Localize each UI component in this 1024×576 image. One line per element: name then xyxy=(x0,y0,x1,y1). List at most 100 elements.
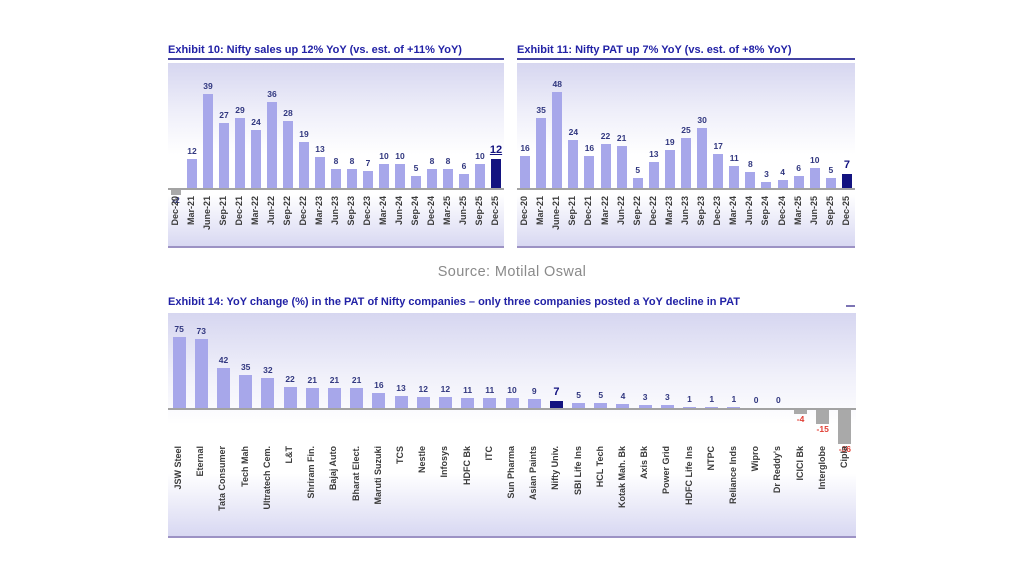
bar xyxy=(816,410,830,424)
x-axis-label: Infosys xyxy=(439,446,450,478)
bar xyxy=(697,128,708,188)
value-label: 27 xyxy=(219,110,229,120)
value-label: 10 xyxy=(507,385,517,395)
bar xyxy=(261,378,275,408)
value-label: 13 xyxy=(649,149,659,159)
x-axis-label: Asian Paints xyxy=(528,446,539,501)
x-axis-label: Dec-25 xyxy=(840,196,851,226)
value-label: 39 xyxy=(203,81,213,91)
bar xyxy=(520,156,531,188)
bar xyxy=(171,190,181,195)
bar xyxy=(239,375,253,408)
exhibit-11-plot: 16 Dec-20 35 Mar-21 48 June-21 24 Sep-21 16 Dec-2… xyxy=(517,63,855,248)
value-label: 1 xyxy=(731,394,737,404)
value-label: 3 xyxy=(764,169,769,179)
value-label: 1 xyxy=(687,394,692,404)
x-axis-label: Mar-21 xyxy=(186,196,196,226)
bar xyxy=(838,410,852,444)
value-label: 3 xyxy=(664,392,670,402)
bar xyxy=(219,123,229,188)
x-axis-label: Mar-25 xyxy=(792,196,803,226)
x-axis-label: Mar-23 xyxy=(314,196,324,226)
x-axis-label: Dec-20 xyxy=(519,196,530,226)
value-label: 24 xyxy=(568,127,579,137)
x-axis-label: Reliance Inds xyxy=(727,446,738,505)
x-axis-label: Dec-25 xyxy=(490,196,500,226)
bar xyxy=(411,176,421,188)
x-axis-label: Sep-21 xyxy=(567,196,578,226)
x-axis-label: Dr Reddy's xyxy=(772,446,783,494)
x-axis-label: Shriram Fin. xyxy=(306,446,317,499)
x-axis-label: June-21 xyxy=(551,196,562,231)
x-axis-label: Jun-25 xyxy=(808,196,819,226)
x-axis-label: Dec-20 xyxy=(170,196,180,226)
bar xyxy=(505,398,519,408)
exhibit-10-chart: Exhibit 10: Nifty sales up 12% YoY (vs. … xyxy=(168,44,504,248)
value-label: 8 xyxy=(429,156,435,166)
bar xyxy=(568,140,579,188)
x-axis-label: Mar-24 xyxy=(728,196,739,226)
x-axis-label: Sep-25 xyxy=(824,196,835,226)
value-label: 1 xyxy=(709,394,715,404)
bar xyxy=(761,182,772,188)
x-axis-label: JSW Steel xyxy=(173,446,184,490)
x-axis-label: HCL Tech xyxy=(594,446,605,488)
exhibit-10-plot: -2 Dec-20 12 Mar-21 39 June-21 27 Sep-21 29 Dec-2… xyxy=(168,63,504,248)
value-label: 12 xyxy=(440,384,451,394)
bar xyxy=(315,157,325,188)
bar xyxy=(584,156,595,188)
value-label: 13 xyxy=(315,144,325,154)
value-label: -2 xyxy=(172,195,180,205)
bar xyxy=(251,130,261,188)
bar xyxy=(235,118,245,188)
x-axis-label: Mar-25 xyxy=(442,196,452,226)
bar xyxy=(794,410,808,414)
bar xyxy=(172,337,186,408)
value-label: 16 xyxy=(584,143,595,153)
value-label: 6 xyxy=(461,161,467,171)
x-axis-label: HDFC Life Ins xyxy=(683,446,694,506)
x-axis-label: Nestle xyxy=(417,446,428,474)
x-axis-label: Jun-25 xyxy=(458,196,468,226)
value-label: 12 xyxy=(418,384,428,394)
value-label: 10 xyxy=(379,151,389,161)
value-label: 10 xyxy=(395,151,405,161)
value-label: 12 xyxy=(489,144,503,156)
value-label: 22 xyxy=(285,374,295,384)
value-label: 75 xyxy=(174,324,184,334)
bar xyxy=(536,118,547,188)
value-label: 42 xyxy=(218,355,229,365)
bar xyxy=(841,174,852,188)
x-axis-label: Mar-22 xyxy=(250,196,260,226)
x-axis-label: ITC xyxy=(483,446,494,461)
bar xyxy=(299,142,309,188)
x-axis-label: Jun-23 xyxy=(330,196,340,226)
exhibit-14-chart: Exhibit 14: YoY change (%) in the PAT of… xyxy=(168,296,856,538)
value-label: 7 xyxy=(365,158,371,168)
value-label: 13 xyxy=(396,383,406,393)
x-axis-label: Jun-24 xyxy=(744,196,755,226)
bar xyxy=(549,401,563,408)
x-axis-label: Dec-24 xyxy=(426,196,436,226)
value-label: 9 xyxy=(531,386,537,396)
bar xyxy=(616,146,627,188)
value-label: 7 xyxy=(553,386,560,398)
x-axis-label: Eternal xyxy=(195,446,206,477)
value-label: 8 xyxy=(445,156,451,166)
exhibit-11-chart: Exhibit 11: Nifty PAT up 7% YoY (vs. est… xyxy=(517,44,855,248)
bar xyxy=(825,178,836,188)
value-label: -36 xyxy=(838,444,852,454)
value-label: 28 xyxy=(283,108,293,118)
x-axis-label: Tata Consumer xyxy=(217,446,228,511)
bar xyxy=(705,407,719,408)
exhibit-14-plot: 75 JSW Steel 73 Eternal 42 Tata Consumer 35 Tec… xyxy=(168,313,856,538)
value-label: 4 xyxy=(620,391,626,401)
value-label: 16 xyxy=(520,143,530,153)
value-label: 21 xyxy=(351,375,362,385)
value-label: 30 xyxy=(697,115,707,125)
value-label: 21 xyxy=(329,375,340,385)
value-label: 5 xyxy=(635,165,641,175)
bar xyxy=(283,387,297,408)
exhibit-10-title-rule xyxy=(168,58,504,60)
bar xyxy=(483,398,497,408)
